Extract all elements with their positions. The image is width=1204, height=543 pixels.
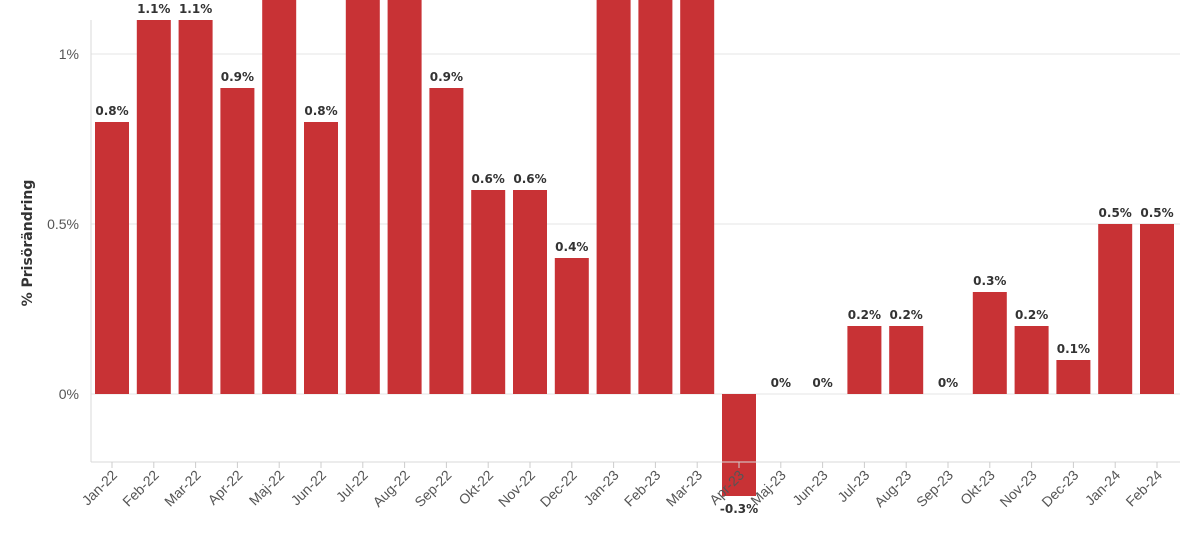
bar [262,0,297,394]
x-tick-label: Nov-22 [495,467,538,510]
bar [387,0,422,394]
bar [554,258,589,394]
data-label: -0.3% [720,502,758,516]
x-tick-label: Feb-22 [119,467,162,510]
bar [178,20,213,394]
bar [889,326,924,394]
data-label: 0.6% [472,172,505,186]
y-axis-title: % Prisörändring [20,180,36,307]
x-tick-label: Jul-22 [333,467,371,505]
bar [596,0,631,394]
y-tick-label: 0% [59,386,79,402]
data-label: 0.5% [1140,206,1173,220]
y-tick-label: 0.5% [47,216,79,232]
data-label: 0.4% [555,240,588,254]
data-label: 0.5% [1099,206,1132,220]
x-tick-label: Sep-22 [411,467,454,510]
data-label: 1.1% [137,2,170,16]
bar [513,190,547,394]
bar [847,326,882,394]
data-label: 0.2% [848,308,881,322]
bar [1098,224,1133,394]
x-tick-label: Sep-23 [913,467,956,510]
bar [471,190,506,394]
bar [972,292,1007,394]
x-tick-label: Feb-23 [621,467,664,510]
bar [304,122,338,394]
x-tick-label: Jan-22 [79,467,121,509]
x-tick-label: Jul-23 [834,467,872,505]
data-label: 0.8% [95,104,128,118]
x-tick-label: Jun-23 [789,467,831,509]
data-label: 1.1% [179,2,212,16]
x-tick-label: Dec-23 [1038,467,1081,510]
x-tick-label: Jan-24 [1082,467,1124,509]
y-tick-label: 1% [59,46,79,62]
data-labels: 0.8%1.1%1.1%0.9%1.4%0.8%1.3%1.7%0.9%0.6%… [95,2,1173,516]
x-tick-label: Feb-24 [1122,467,1165,510]
bar [1140,224,1174,394]
bars [95,0,1174,496]
bar [1056,360,1091,394]
data-label: 0.9% [430,70,463,84]
x-tick-label: Mar-22 [161,467,204,510]
x-tick-label: Mar-23 [663,467,706,510]
x-tick-label: Maj-22 [246,467,288,509]
data-label: 0% [812,376,832,390]
bar [1014,326,1049,394]
data-label: 0.8% [304,104,337,118]
data-label: 0.2% [1015,308,1048,322]
x-tick-label: Dec-22 [537,467,580,510]
x-tick-label: Okt-22 [455,467,496,508]
x-tick-label: Aug-23 [871,467,914,510]
x-tick-label: Aug-22 [369,467,412,510]
x-tick-label: Jan-23 [580,467,622,509]
bar [680,0,715,394]
data-label: 0.1% [1057,342,1090,356]
data-label: 0.6% [513,172,546,186]
bar [638,0,673,394]
bar [95,122,129,394]
bar [136,20,171,394]
data-label: 0.9% [221,70,254,84]
data-label: 0% [771,376,791,390]
data-label: 0.3% [973,274,1006,288]
x-tick-label: Nov-23 [996,467,1039,510]
x-tick-label: Apr-22 [204,467,245,508]
bar [429,88,464,394]
data-label: 0% [938,376,958,390]
bar [220,88,255,394]
x-tick-label: Jun-22 [288,467,330,509]
x-tick-label: Okt-23 [957,467,998,508]
bar [722,394,756,496]
data-label: 0.2% [890,308,923,322]
bar [345,0,380,394]
